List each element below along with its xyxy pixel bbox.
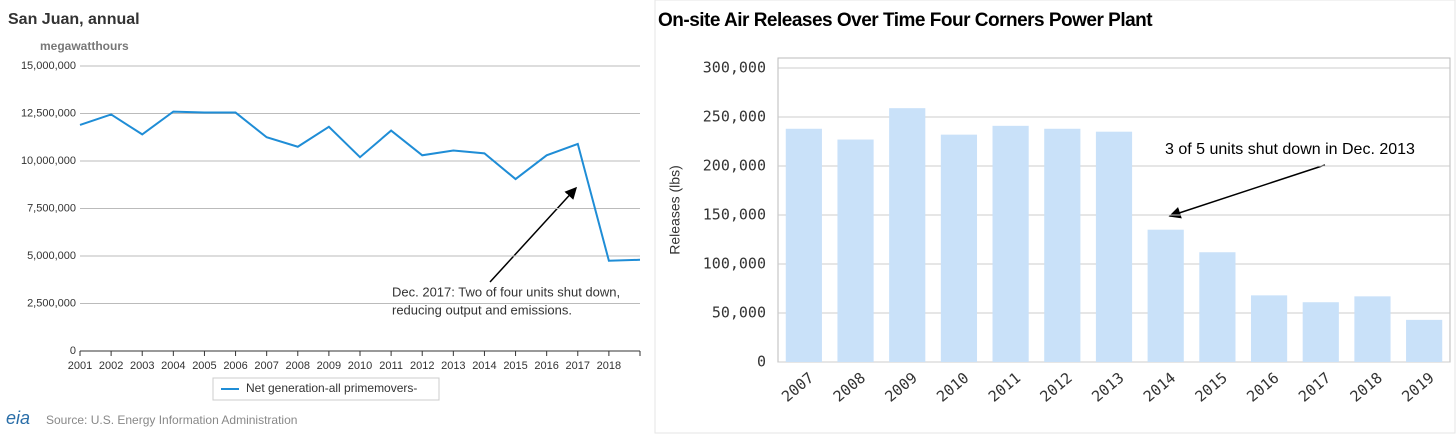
y-tick-label: 2,500,000: [27, 297, 76, 309]
y-tick-label: 0: [757, 353, 766, 371]
x-tick-label: 2014: [472, 360, 496, 372]
x-tick-label: 2017: [566, 360, 590, 372]
x-tick-label: 2003: [130, 360, 154, 372]
bar: [992, 125, 1029, 362]
y-tick-label: 12,500,000: [21, 107, 76, 119]
annotation: Dec. 2017: Two of four units shut down,: [392, 284, 620, 299]
x-tick-label: 2013: [1088, 369, 1127, 406]
y-tick-label: 10,000,000: [21, 155, 76, 167]
x-tick-label: 2010: [933, 369, 972, 406]
chart-title: San Juan, annual: [8, 11, 140, 28]
x-tick-label: 2004: [161, 360, 185, 372]
x-tick-label: 2008: [286, 360, 310, 372]
x-tick-label: 2011: [379, 360, 403, 372]
x-tick-label: 2009: [881, 369, 920, 406]
x-tick-label: 2015: [503, 360, 527, 372]
bar: [1044, 128, 1081, 362]
bar: [785, 128, 822, 362]
bar: [889, 108, 926, 363]
legend: [212, 377, 440, 401]
x-tick-label: 2001: [68, 360, 92, 372]
x-tick-label: 2013: [441, 360, 465, 372]
x-tick-label: 2012: [410, 360, 434, 372]
bar: [1095, 131, 1133, 362]
panel-border: [654, 0, 1456, 434]
y-tick-label: 250,000: [703, 108, 766, 126]
x-tick-label: 2015: [1192, 369, 1231, 406]
x-tick-label: 2007: [254, 360, 278, 372]
x-tick-label: 2007: [778, 369, 817, 406]
x-tick-label: 2018: [1347, 369, 1386, 406]
x-tick-label: 2012: [1037, 369, 1076, 406]
x-tick-label: 2006: [223, 360, 247, 372]
x-tick-label: 2017: [1295, 369, 1334, 406]
x-tick-label: 2019: [1398, 369, 1437, 406]
annotation: reducing output and emissions.: [392, 302, 572, 317]
subtitle: megawatthours: [40, 39, 129, 53]
x-tick-label: 2009: [317, 360, 341, 372]
x-tick-label: 2008: [830, 369, 869, 406]
y-tick-label: 5,000,000: [27, 250, 76, 262]
chart-title: On-site Air Releases Over Time Four Corn…: [658, 10, 1153, 31]
bar: [1250, 295, 1288, 362]
x-tick-label: 2016: [534, 360, 558, 372]
annotation: 3 of 5 units shut down in Dec. 2013: [1165, 141, 1415, 158]
y-tick-label: 100,000: [703, 255, 766, 273]
x-tick-label: 2005: [192, 360, 216, 372]
bar: [1199, 252, 1236, 362]
bar: [940, 134, 978, 362]
y-tick-label: 300,000: [703, 59, 766, 77]
annotation-arrow: [1168, 164, 1326, 219]
y-tick-label: 0: [70, 345, 76, 357]
x-tick-label: 2011: [985, 369, 1024, 406]
y-tick-label: 50,000: [712, 304, 766, 322]
bar: [1147, 229, 1184, 362]
annotation-arrow: [489, 186, 578, 283]
y-axis-label: Releases (lbs): [667, 165, 683, 254]
bar: [1406, 319, 1443, 362]
logo: eia: [6, 408, 30, 428]
legend-label: Net generation-all primemovers-: [246, 381, 417, 395]
x-tick-label: 2002: [99, 360, 123, 372]
x-tick-label: 2010: [348, 360, 372, 372]
line: [79, 110, 641, 262]
bar: [1302, 302, 1339, 362]
source: Source: U.S. Energy Information Administ…: [46, 413, 297, 427]
y-tick-label: 15,000,000: [21, 60, 76, 72]
x-tick-label: 2018: [597, 360, 621, 372]
bar: [837, 139, 874, 362]
y-tick-label: 7,500,000: [27, 202, 76, 214]
x-tick-label: 2016: [1243, 369, 1282, 406]
y-tick-label: 200,000: [703, 157, 766, 175]
y-tick-label: 150,000: [703, 206, 766, 224]
bar: [1354, 296, 1391, 362]
x-tick-label: 2014: [1140, 369, 1179, 406]
